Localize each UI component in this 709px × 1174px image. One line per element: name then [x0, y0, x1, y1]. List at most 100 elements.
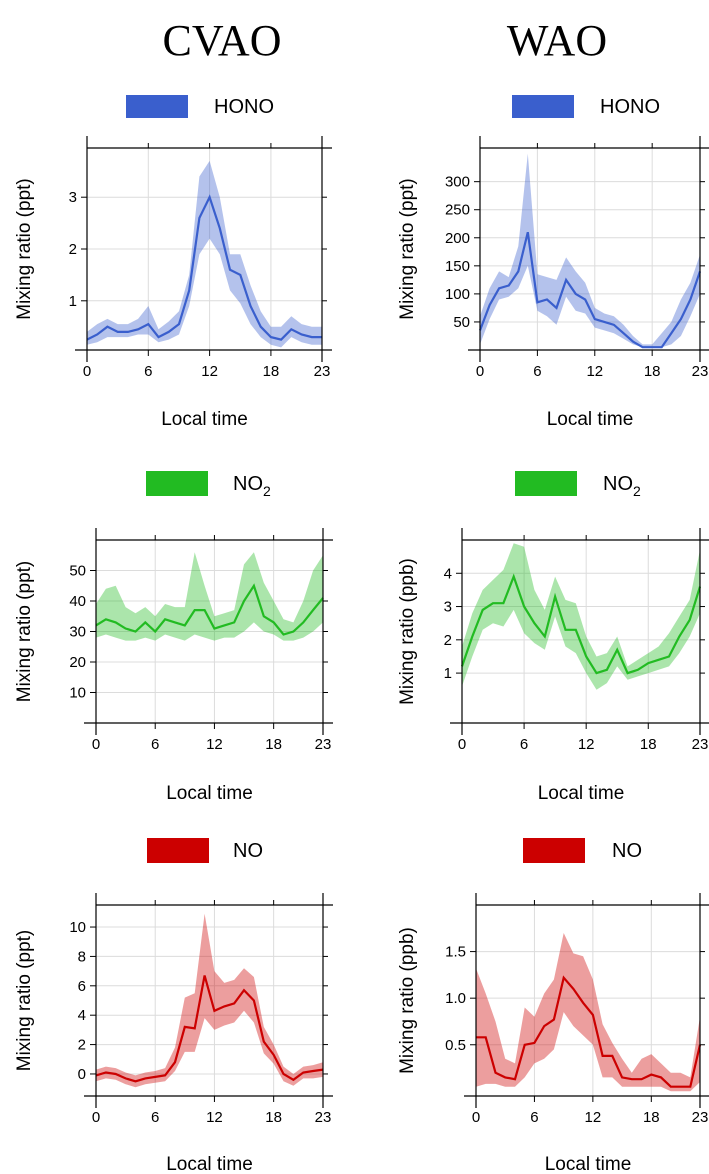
x-tick-label: 12	[201, 363, 218, 380]
y-tick-label: 3	[69, 189, 77, 206]
legend-swatch	[147, 838, 209, 863]
x-tick-label: 18	[643, 1109, 660, 1126]
uncertainty-band	[480, 153, 700, 348]
legend-label: NO	[612, 840, 642, 862]
y-tick-label: 1.0	[445, 990, 466, 1007]
column-title-cvao: CVAO	[162, 16, 281, 65]
uncertainty-band	[87, 160, 322, 348]
x-tick-label: 12	[586, 363, 603, 380]
legend-swatch	[126, 95, 188, 118]
legend-label: NO	[233, 840, 263, 862]
y-axis-label: Mixing ratio (ppt)	[14, 178, 35, 320]
column-title-wao: WAO	[507, 16, 607, 65]
panel-wao-hono: HONO 0 6 12 18 23 50 100 150 200 250 300 Local time M…	[397, 95, 709, 430]
uncertainty-band	[96, 913, 323, 1088]
y-tick-label: 1	[444, 665, 452, 682]
x-tick-label: 23	[692, 363, 709, 380]
x-tick-label: 0	[92, 1109, 100, 1126]
legend-label: HONO	[600, 96, 660, 118]
panel-cvao-no: NO 0 6 12 18 23 0 2 4 6 8 10 Local time Mixing ratio …	[14, 838, 333, 1174]
series-mean-line	[95, 583, 324, 636]
x-tick-label: 0	[92, 736, 100, 753]
y-tick-label: 300	[445, 174, 470, 191]
series-mean-line	[460, 573, 702, 675]
y-tick-label: 3	[444, 599, 452, 616]
y-tick-label: 10	[69, 685, 86, 702]
y-tick-label: 8	[78, 948, 86, 965]
x-tick-label: 6	[520, 736, 528, 753]
x-tick-label: 18	[263, 363, 280, 380]
legend-label: NO2	[603, 473, 641, 499]
x-tick-label: 0	[472, 1109, 480, 1126]
y-axis-label: Mixing ratio (ppb)	[397, 927, 418, 1074]
x-tick-label: 18	[644, 363, 661, 380]
legend-swatch	[146, 471, 208, 496]
x-tick-label: 18	[265, 1109, 282, 1126]
y-tick-label: 1.5	[445, 944, 466, 961]
y-tick-label: 150	[445, 258, 470, 275]
x-tick-label: 6	[151, 1109, 159, 1126]
uncertainty-band	[96, 552, 323, 641]
x-tick-label: 23	[314, 363, 331, 380]
legend-swatch	[523, 838, 585, 863]
y-tick-label: 2	[78, 1037, 86, 1054]
x-axis-label: Local time	[538, 783, 625, 804]
y-axis-label: Mixing ratio (ppt)	[14, 561, 35, 703]
x-axis-label: Local time	[547, 409, 634, 430]
y-tick-label: 30	[69, 624, 86, 641]
x-axis-label: Local time	[166, 1154, 253, 1174]
series-mean-line	[95, 975, 324, 1083]
series-mean-line	[86, 194, 322, 341]
x-tick-label: 12	[585, 1109, 602, 1126]
x-axis-label: Local time	[545, 1154, 632, 1174]
x-tick-label: 23	[315, 1109, 332, 1126]
x-tick-label: 23	[692, 736, 709, 753]
x-tick-label: 18	[640, 736, 657, 753]
y-tick-label: 40	[69, 593, 86, 610]
y-tick-label: 2	[444, 632, 452, 649]
x-tick-label: 6	[144, 363, 152, 380]
y-axis-label: Mixing ratio (ppt)	[397, 178, 418, 320]
x-axis-label: Local time	[161, 409, 248, 430]
x-tick-label: 0	[458, 736, 466, 753]
legend-swatch	[512, 95, 574, 118]
y-tick-label: 1	[69, 293, 77, 310]
x-tick-label: 23	[315, 736, 332, 753]
x-tick-label: 0	[476, 363, 484, 380]
y-axis-label: Mixing ratio (ppb)	[397, 558, 418, 705]
x-tick-label: 6	[530, 1109, 538, 1126]
panel-wao-no: NO 0 6 12 18 23 0.5 1.0 1.5 Local time Mixing rati…	[397, 838, 709, 1174]
x-tick-label: 12	[206, 1109, 223, 1126]
y-tick-label: 50	[69, 563, 86, 580]
y-tick-label: 4	[78, 1007, 86, 1024]
y-tick-label: 6	[78, 978, 86, 995]
y-tick-label: 0.5	[445, 1037, 466, 1054]
panel-cvao-no2: NO2 0 6 12 18 23 10 20 30 40 50 Local time Mixing ra…	[14, 471, 333, 804]
uncertainty-band	[476, 933, 700, 1092]
x-tick-label: 12	[206, 736, 223, 753]
series-mean-line	[476, 975, 702, 1088]
y-axis-label: Mixing ratio (ppt)	[14, 930, 35, 1072]
y-tick-label: 10	[69, 919, 86, 936]
y-tick-label: 100	[445, 286, 470, 303]
legend-swatch	[515, 471, 577, 496]
y-tick-label: 50	[453, 314, 470, 331]
x-tick-label: 6	[151, 736, 159, 753]
x-tick-label: 12	[578, 736, 595, 753]
x-tick-label: 6	[533, 363, 541, 380]
y-tick-label: 20	[69, 654, 86, 671]
x-axis-label: Local time	[166, 783, 253, 804]
x-tick-label: 0	[83, 363, 91, 380]
uncertainty-band	[462, 543, 700, 690]
x-tick-label: 23	[692, 1109, 709, 1126]
y-tick-label: 250	[445, 202, 470, 219]
series-mean-line	[478, 231, 702, 349]
y-tick-label: 0	[78, 1066, 86, 1083]
legend-label: NO2	[233, 473, 271, 499]
y-tick-label: 4	[444, 565, 452, 582]
y-tick-label: 2	[69, 241, 77, 258]
